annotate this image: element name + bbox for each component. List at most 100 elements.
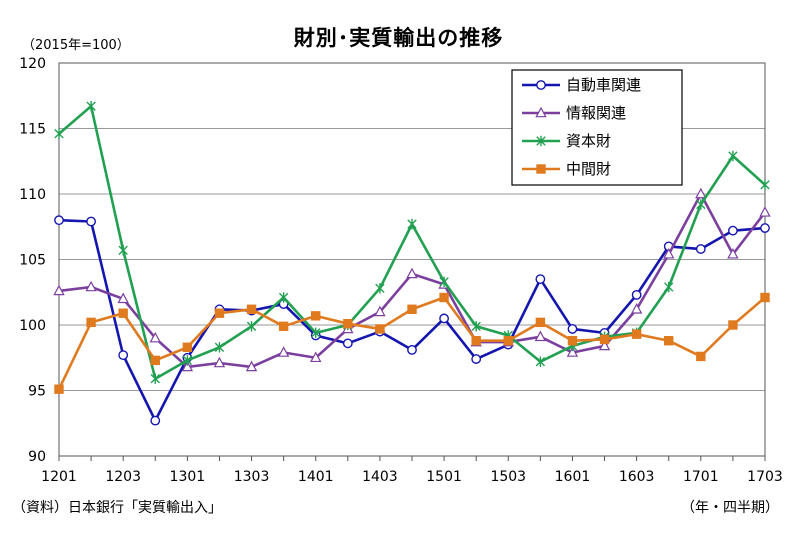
data-point-series-4 <box>118 308 128 318</box>
legend-marker <box>536 135 546 147</box>
legend-marker <box>535 106 547 118</box>
source-note: （資料）日本銀行「実質輸出入」 <box>12 500 222 516</box>
data-point-series-1 <box>86 216 96 227</box>
data-point-series-2 <box>245 360 258 372</box>
data-point-series-4 <box>246 304 257 314</box>
data-point-series-4 <box>375 324 385 334</box>
data-point-series-2 <box>53 284 65 296</box>
x-tick-label: 1301 <box>170 469 206 485</box>
data-point-series-4 <box>278 321 289 332</box>
data-point-series-4 <box>728 320 738 330</box>
data-point-series-2 <box>310 351 322 363</box>
data-point-series-4 <box>54 384 64 394</box>
data-point-series-1 <box>728 225 738 236</box>
data-point-series-1 <box>342 338 353 349</box>
period-label: （年・四半期） <box>681 500 779 516</box>
unit-label: （2015年=100） <box>22 38 130 53</box>
data-point-series-3 <box>375 283 385 294</box>
chart-title: 財別･実質輸出の推移 <box>293 26 504 50</box>
y-tick-label: 115 <box>19 122 46 138</box>
y-tick-label: 90 <box>28 449 46 465</box>
x-tick-label: 1201 <box>41 469 77 485</box>
y-tick-label: 110 <box>19 187 46 203</box>
legend-label: 中間財 <box>566 160 611 178</box>
data-point-series-2 <box>181 360 194 372</box>
legend-marker <box>536 164 546 174</box>
data-point-series-1 <box>471 354 482 364</box>
data-point-series-2 <box>759 206 771 217</box>
x-tick-label: 1203 <box>105 469 141 485</box>
data-point-series-3 <box>118 245 128 256</box>
data-point-series-2 <box>695 187 707 199</box>
data-point-series-3 <box>214 342 225 353</box>
data-point-series-4 <box>760 292 770 303</box>
y-tick-label: 95 <box>28 384 46 400</box>
data-point-series-3 <box>86 101 96 112</box>
data-point-series-4 <box>407 304 417 314</box>
x-tick-label: 1403 <box>362 469 398 485</box>
x-tick-label: 1603 <box>619 469 655 485</box>
data-point-series-2 <box>213 356 226 368</box>
data-point-series-2 <box>566 346 579 357</box>
data-point-series-4 <box>567 336 578 346</box>
data-point-series-4 <box>150 355 160 366</box>
data-point-series-1 <box>760 223 770 233</box>
data-point-series-2 <box>663 247 675 259</box>
data-point-series-1 <box>631 289 642 300</box>
x-tick-label: 1501 <box>426 469 462 485</box>
data-point-series-2 <box>406 267 418 279</box>
data-point-series-2 <box>117 292 129 304</box>
data-point-series-4 <box>86 317 96 328</box>
data-point-series-2 <box>149 331 161 343</box>
data-point-series-4 <box>599 334 610 345</box>
data-point-series-1 <box>567 324 578 334</box>
data-point-series-4 <box>439 292 449 303</box>
data-point-series-2 <box>630 303 643 314</box>
x-tick-label: 1701 <box>683 469 719 485</box>
data-point-series-4 <box>311 311 321 321</box>
data-point-series-1 <box>118 350 129 361</box>
data-point-series-1 <box>695 244 706 254</box>
data-point-series-3 <box>664 281 674 293</box>
data-point-series-3 <box>150 373 160 384</box>
data-point-series-2 <box>85 280 97 292</box>
data-point-series-3 <box>278 292 289 303</box>
x-tick-label: 1303 <box>234 469 270 485</box>
data-point-series-4 <box>182 342 193 352</box>
data-point-series-4 <box>535 317 546 328</box>
y-tick-label: 105 <box>19 253 46 269</box>
data-point-series-4 <box>343 318 353 329</box>
data-point-series-3 <box>246 321 257 332</box>
data-point-series-4 <box>214 308 225 318</box>
y-tick-label: 120 <box>19 56 46 72</box>
data-point-series-2 <box>277 346 290 357</box>
data-point-series-3 <box>535 356 546 367</box>
data-point-series-1 <box>150 415 161 426</box>
data-point-series-4 <box>503 336 513 346</box>
y-tick-label: 100 <box>19 318 46 334</box>
data-point-series-3 <box>439 276 449 287</box>
data-point-series-3 <box>182 355 193 366</box>
data-point-series-3 <box>696 199 706 210</box>
data-point-series-2 <box>727 247 739 259</box>
data-point-series-3 <box>54 128 64 139</box>
data-point-series-1 <box>535 274 546 285</box>
data-point-series-4 <box>696 351 706 362</box>
data-point-series-2 <box>598 339 611 351</box>
data-point-series-3 <box>407 218 417 230</box>
legend-label: 情報関連 <box>566 104 626 122</box>
x-tick-label: 1601 <box>555 469 591 485</box>
legend-label: 資本財 <box>566 132 611 150</box>
data-point-series-4 <box>631 329 642 339</box>
data-point-series-4 <box>471 336 481 346</box>
data-point-series-3 <box>760 179 770 191</box>
x-tick-label: 1703 <box>747 469 783 485</box>
data-point-series-2 <box>374 305 386 317</box>
data-point-series-3 <box>728 150 738 162</box>
legend-label: 自動車関連 <box>566 76 641 94</box>
data-point-series-3 <box>471 321 481 332</box>
data-point-series-2 <box>534 330 547 342</box>
data-point-series-1 <box>54 215 64 226</box>
data-point-series-1 <box>407 344 417 355</box>
